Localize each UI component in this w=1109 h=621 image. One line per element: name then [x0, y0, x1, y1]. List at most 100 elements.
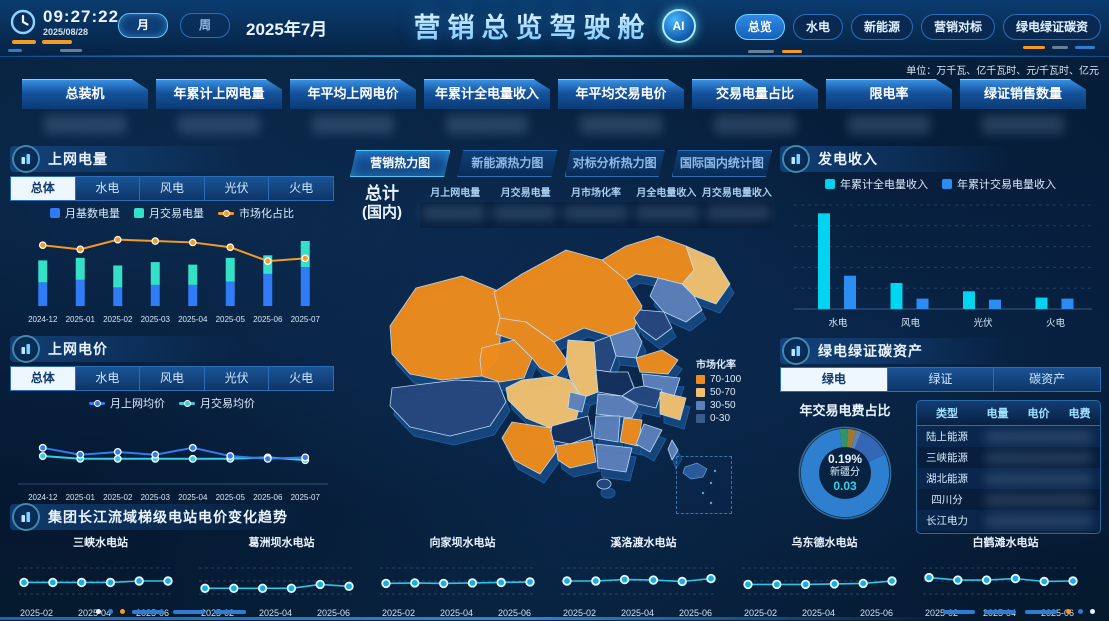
tab-风电[interactable]: 风电	[140, 366, 205, 391]
kpi-value-blurred	[580, 115, 662, 134]
row-values-blurred	[985, 472, 1092, 485]
tab-绿电[interactable]: 绿电	[780, 367, 888, 392]
tab-火电[interactable]: 火电	[269, 366, 334, 391]
kpi-label[interactable]: 交易电量占比	[692, 79, 818, 109]
kpi-value-blurred	[714, 115, 796, 134]
map-legend-swatch	[696, 414, 705, 423]
x-tick-label: 2025-02	[925, 608, 959, 618]
plant-icon	[12, 503, 40, 531]
map-region[interactable]	[595, 393, 639, 419]
tab-水电[interactable]: 水电	[75, 176, 141, 201]
map-region[interactable]	[595, 443, 633, 473]
kpi-label[interactable]: 限电率	[826, 79, 952, 109]
kpi-card: 年累计上网电量	[156, 79, 282, 134]
tab-营销热力图[interactable]: 营销热力图	[350, 150, 450, 177]
kpi-label[interactable]: 年累计上网电量	[156, 79, 282, 109]
kpi-label[interactable]: 绿证销售数量	[960, 79, 1086, 109]
donut-pct: 0.19%	[827, 451, 863, 466]
tab-火电[interactable]: 火电	[269, 176, 334, 201]
kpi-label[interactable]: 年平均上网电价	[290, 79, 416, 109]
kpi-label[interactable]: 年平均交易电价	[558, 79, 684, 109]
svg-text:2025-03: 2025-03	[141, 315, 171, 324]
map-region[interactable]	[555, 439, 597, 469]
nav-tab-新能源[interactable]: 新能源	[850, 14, 913, 40]
heatmap-column-header: 月交易电量	[500, 188, 551, 199]
map-region[interactable]	[593, 415, 621, 443]
map-legend-item: 50-70	[696, 387, 741, 398]
row-type-label: 长江电力	[926, 515, 968, 527]
donut-center-label: 0.19% 新疆分 0.03	[797, 425, 893, 521]
tab-光伏[interactable]: 光伏	[204, 366, 270, 391]
period-button-周[interactable]: 周	[180, 13, 230, 38]
legend-item: 月交易均价	[179, 395, 255, 411]
plant-icon	[12, 145, 40, 173]
map-region[interactable]	[565, 339, 599, 399]
table-row[interactable]: 陆上能源	[917, 426, 1100, 447]
nav-tab-营销对标[interactable]: 营销对标	[920, 14, 995, 40]
china-map[interactable]	[344, 230, 772, 516]
panel-title: 上网电量	[48, 151, 108, 167]
tab-总体[interactable]: 总体	[10, 176, 76, 201]
tab-新能源热力图[interactable]: 新能源热力图	[457, 150, 557, 177]
map-region[interactable]	[667, 439, 679, 461]
table-column-header: 类型	[936, 408, 958, 420]
table-row[interactable]: 长江电力	[917, 510, 1100, 531]
tab-对标分析热力图[interactable]: 对标分析热力图	[565, 150, 665, 177]
tab-碳资产[interactable]: 碳资产	[994, 367, 1102, 392]
tab-绿证[interactable]: 绿证	[887, 367, 995, 392]
svg-text:2024-12: 2024-12	[28, 493, 58, 502]
kpi-label[interactable]: 年累计全电量收入	[424, 79, 550, 109]
map-region[interactable]	[501, 421, 557, 475]
svg-text:2025-01: 2025-01	[66, 493, 96, 502]
legend-label: 月交易电量	[149, 208, 204, 220]
decor-dots-left	[96, 609, 255, 614]
map-region[interactable]	[633, 309, 673, 341]
map-region[interactable]	[649, 277, 703, 323]
table-row[interactable]: 三峡能源	[917, 447, 1100, 468]
tab-光伏[interactable]: 光伏	[204, 176, 270, 201]
clock-time: 09:27:22	[43, 7, 120, 26]
clock-icon	[10, 9, 36, 35]
table-row[interactable]: 湖北能源	[917, 468, 1100, 489]
x-tick-label: 2025-04	[258, 608, 293, 618]
legend-label: 月基数电量	[65, 208, 120, 220]
panel-header: 发电收入	[780, 145, 1101, 173]
nav-tab-总览[interactable]: 总览	[734, 14, 785, 40]
plant-icon	[782, 337, 810, 365]
kpi-card: 年平均上网电价	[290, 79, 416, 134]
row-type-label: 陆上能源	[926, 431, 968, 443]
map-region[interactable]	[567, 391, 587, 413]
kpi-label[interactable]: 总装机	[22, 79, 148, 109]
row-values-blurred	[985, 451, 1092, 464]
nav-tab-水电[interactable]: 水电	[792, 14, 843, 40]
nav-tab-绿电绿证碳资[interactable]: 绿电绿证碳资	[1002, 14, 1101, 40]
table-row[interactable]: 四川分	[917, 489, 1100, 510]
donut-title: 年交易电费占比	[799, 403, 891, 418]
tab-总体[interactable]: 总体	[10, 366, 76, 391]
row-values-blurred	[985, 493, 1092, 506]
map-legend-swatch	[696, 388, 705, 397]
period-button-月[interactable]: 月	[118, 13, 168, 38]
map-region[interactable]	[596, 478, 612, 490]
kpi-value-blurred	[848, 115, 930, 134]
x-tick-label: 2025-04	[801, 608, 836, 618]
tab-水电[interactable]: 水电	[75, 366, 141, 391]
kpi-value-blurred	[446, 115, 528, 134]
map-region[interactable]	[659, 391, 687, 421]
tab-风电[interactable]: 风电	[140, 176, 205, 201]
row-type-label: 三峡能源	[926, 452, 968, 464]
ai-button[interactable]: AI	[661, 8, 696, 43]
net-price-tabs: 总体 水电 风电 光伏 火电	[10, 366, 334, 391]
map-region[interactable]	[619, 417, 643, 447]
map-region[interactable]	[635, 349, 679, 375]
map-region[interactable]	[635, 423, 663, 453]
map-region[interactable]	[681, 245, 731, 305]
kpi-card: 交易电量占比	[692, 79, 818, 134]
map-region[interactable]	[389, 379, 507, 437]
x-tick-label: 2025-06	[859, 608, 893, 618]
station-line-chart	[380, 567, 536, 595]
tab-国际国内统计图[interactable]: 国际国内统计图	[672, 150, 772, 177]
